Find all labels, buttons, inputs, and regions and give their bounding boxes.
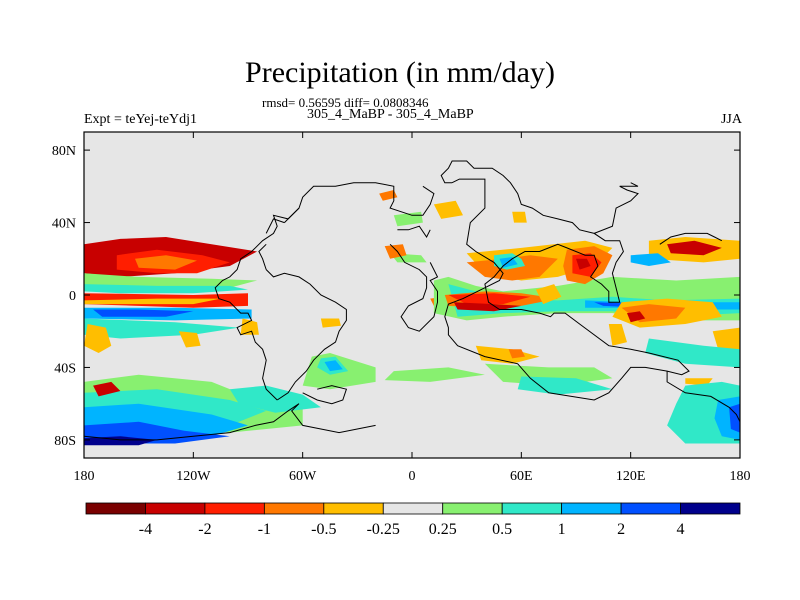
colorbar-swatch bbox=[145, 502, 206, 515]
contour-region bbox=[384, 244, 407, 259]
contour-region bbox=[135, 255, 197, 270]
colorbar-label: -2 bbox=[198, 521, 211, 538]
y-tick-label: 40N bbox=[52, 217, 76, 232]
contour-region bbox=[379, 190, 398, 201]
contour-region bbox=[324, 360, 343, 372]
contour-region bbox=[627, 311, 646, 323]
colorbar-label: 0.25 bbox=[429, 521, 457, 538]
colorbar-label: 1 bbox=[558, 521, 566, 538]
colorbar-swatch bbox=[382, 502, 444, 515]
contour-region bbox=[512, 211, 527, 223]
coastline bbox=[258, 243, 267, 270]
colorbar-swatch bbox=[680, 502, 741, 515]
contour-region bbox=[608, 324, 627, 346]
x-tick-label: 60E bbox=[510, 469, 533, 484]
contour-region bbox=[630, 253, 671, 266]
x-tick-label: 180 bbox=[730, 469, 751, 484]
contour-region bbox=[645, 338, 740, 368]
contour-region bbox=[433, 200, 463, 219]
x-tick-label: 180 bbox=[74, 469, 95, 484]
coastline bbox=[265, 218, 285, 234]
coastline bbox=[389, 243, 439, 332]
contour-region bbox=[475, 345, 540, 364]
contour-region bbox=[229, 385, 321, 413]
y-tick-label: 80N bbox=[52, 144, 76, 159]
colorbar-swatch bbox=[442, 502, 503, 515]
contour-region bbox=[84, 284, 248, 294]
colorbar-label: 0.5 bbox=[492, 521, 512, 538]
chart-title: Precipitation (in mm/day) bbox=[245, 56, 555, 89]
contour-region bbox=[517, 376, 613, 395]
contour-region bbox=[84, 318, 239, 339]
contour-region bbox=[84, 324, 112, 353]
colorbar-swatch bbox=[620, 502, 681, 515]
colorbar-label: -4 bbox=[139, 521, 152, 538]
coastline bbox=[84, 403, 376, 441]
season-label: JJA bbox=[720, 112, 742, 127]
coastline bbox=[440, 160, 690, 401]
y-tick-label: 40S bbox=[54, 361, 76, 376]
colorbar-swatch bbox=[204, 502, 265, 515]
x-tick-label: 0 bbox=[409, 469, 416, 484]
coastline bbox=[594, 182, 639, 234]
contour-region bbox=[84, 298, 221, 305]
contour-region bbox=[84, 273, 258, 288]
contour-region bbox=[729, 403, 740, 433]
contour-region bbox=[384, 367, 485, 382]
cases-label: 305_4_MaBP - 305_4_MaBP bbox=[307, 107, 474, 122]
contour-region bbox=[535, 284, 562, 305]
contour-region bbox=[93, 381, 121, 397]
contour-region bbox=[178, 331, 201, 348]
x-tick-label: 60W bbox=[289, 469, 317, 484]
stats-label: rmsd= 0.56595 diff= 0.0808346 bbox=[262, 95, 429, 110]
coastline bbox=[284, 182, 435, 223]
colorbar-label: 4 bbox=[677, 521, 685, 538]
contour-region bbox=[667, 240, 722, 256]
colorbar-label: 2 bbox=[617, 521, 625, 538]
contour-region bbox=[93, 309, 194, 317]
contour-region bbox=[240, 318, 259, 335]
x-tick-label: 120E bbox=[616, 469, 646, 484]
experiment-label: Expt = teYej-teYdj1 bbox=[84, 112, 198, 127]
coastline bbox=[265, 269, 347, 401]
y-tick-label: 80S bbox=[54, 434, 76, 449]
x-tick-label: 120W bbox=[176, 469, 211, 484]
colorbar-swatch bbox=[323, 502, 384, 515]
contour-region bbox=[712, 327, 740, 350]
colorbar-swatch bbox=[561, 502, 622, 515]
coastline bbox=[666, 371, 740, 423]
contour-region bbox=[576, 258, 591, 270]
contour-region bbox=[508, 349, 525, 359]
coastline bbox=[659, 232, 723, 245]
colorbar-label: -1 bbox=[258, 521, 271, 538]
colorbar-label: -0.25 bbox=[367, 521, 400, 538]
coastline bbox=[302, 385, 348, 405]
colorbar-swatch bbox=[85, 502, 146, 515]
coastline bbox=[397, 225, 431, 238]
colorbar-swatch bbox=[501, 502, 563, 515]
y-tick-label: 0 bbox=[69, 289, 76, 304]
contour-region bbox=[320, 318, 341, 328]
colorbar-swatch bbox=[263, 502, 325, 515]
coastline bbox=[214, 207, 300, 401]
colorbar-label: -0.5 bbox=[311, 521, 336, 538]
